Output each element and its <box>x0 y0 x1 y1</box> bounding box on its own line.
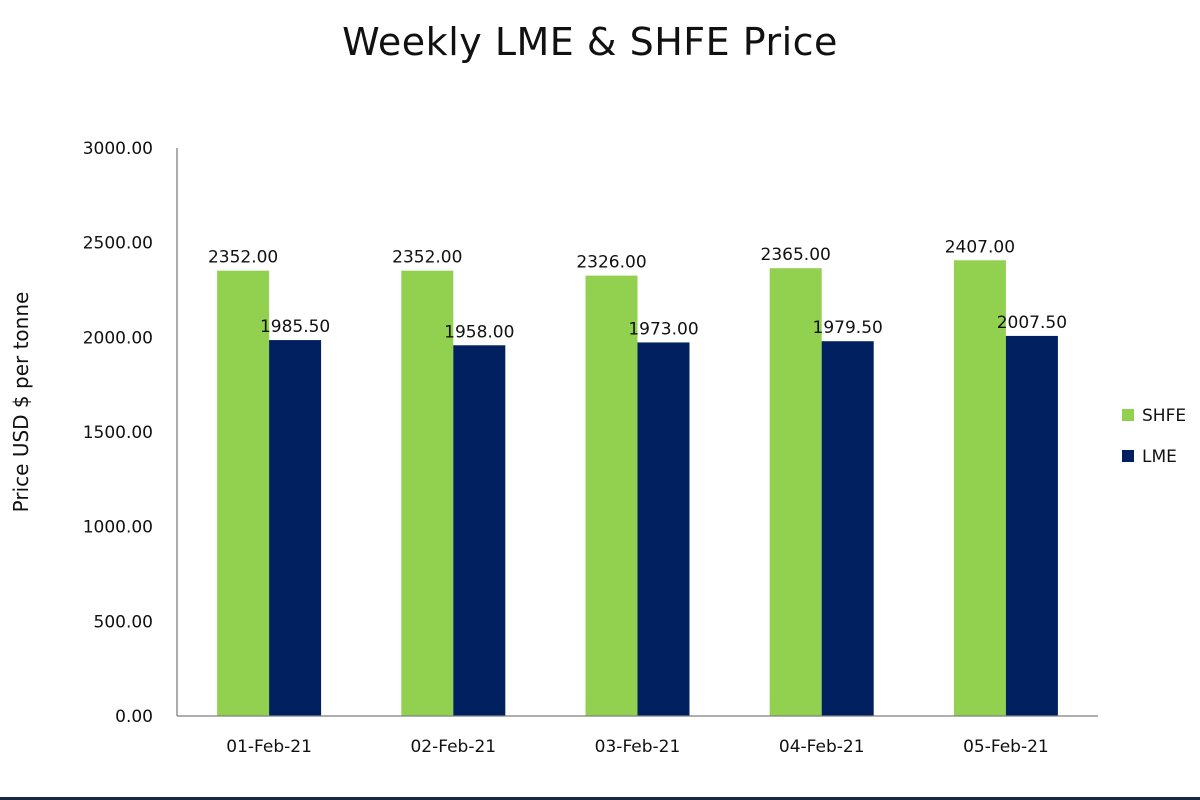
x-tick-label: 03-Feb-21 <box>595 737 681 757</box>
x-tick-label: 05-Feb-21 <box>963 737 1049 757</box>
legend-swatch <box>1122 450 1134 462</box>
x-tick-label: 04-Feb-21 <box>779 737 865 757</box>
legend-swatch <box>1122 409 1134 421</box>
x-tick-label: 01-Feb-21 <box>226 737 312 757</box>
bar-lme <box>453 345 506 716</box>
bar-shfe <box>953 260 1006 716</box>
y-tick-label: 2000.00 <box>83 328 153 348</box>
legend: SHFE LME <box>1122 406 1186 467</box>
y-tick-label: 1500.00 <box>83 423 153 443</box>
data-label: 2407.00 <box>945 237 1015 257</box>
bar-lme <box>821 341 874 716</box>
bar-shfe <box>769 268 822 716</box>
data-label: 1973.00 <box>628 319 698 339</box>
bar-shfe <box>217 270 270 716</box>
bar-lme <box>637 342 690 716</box>
y-axis-label: Price USD $ per tonne <box>9 292 33 513</box>
bar-shfe <box>401 270 454 716</box>
data-label: 1958.00 <box>444 322 514 342</box>
data-label: 1985.50 <box>260 317 330 337</box>
bars <box>217 260 1058 716</box>
chart-title: Weekly LME & SHFE Price <box>342 20 838 64</box>
data-label: 2326.00 <box>576 253 646 273</box>
x-axis-ticks: 01-Feb-21 02-Feb-21 03-Feb-21 04-Feb-21 05-F… <box>226 737 1048 757</box>
data-label: 2365.00 <box>761 245 831 265</box>
data-label: 2352.00 <box>208 248 278 268</box>
y-tick-label: 1000.00 <box>83 518 153 538</box>
data-label: 2007.50 <box>997 313 1067 333</box>
data-label: 1979.50 <box>813 318 883 338</box>
legend-label: LME <box>1142 447 1177 467</box>
y-tick-label: 3000.00 <box>83 139 153 159</box>
x-tick-label: 02-Feb-21 <box>410 737 496 757</box>
bar-lme <box>269 340 322 716</box>
bar-shfe <box>585 275 638 716</box>
y-tick-label: 500.00 <box>94 612 153 632</box>
data-labels: 2352.00 2352.00 2326.00 2365.00 2407.00 1985.… <box>208 237 1067 342</box>
y-axis-ticks: 0.00 500.00 1000.00 1500.00 2000.00 2500.00 30… <box>83 139 153 727</box>
y-tick-label: 0.00 <box>115 707 153 727</box>
y-tick-label: 2500.00 <box>83 234 153 254</box>
data-label: 2352.00 <box>392 248 462 268</box>
legend-label: SHFE <box>1142 406 1186 426</box>
bar-lme <box>1005 335 1058 716</box>
